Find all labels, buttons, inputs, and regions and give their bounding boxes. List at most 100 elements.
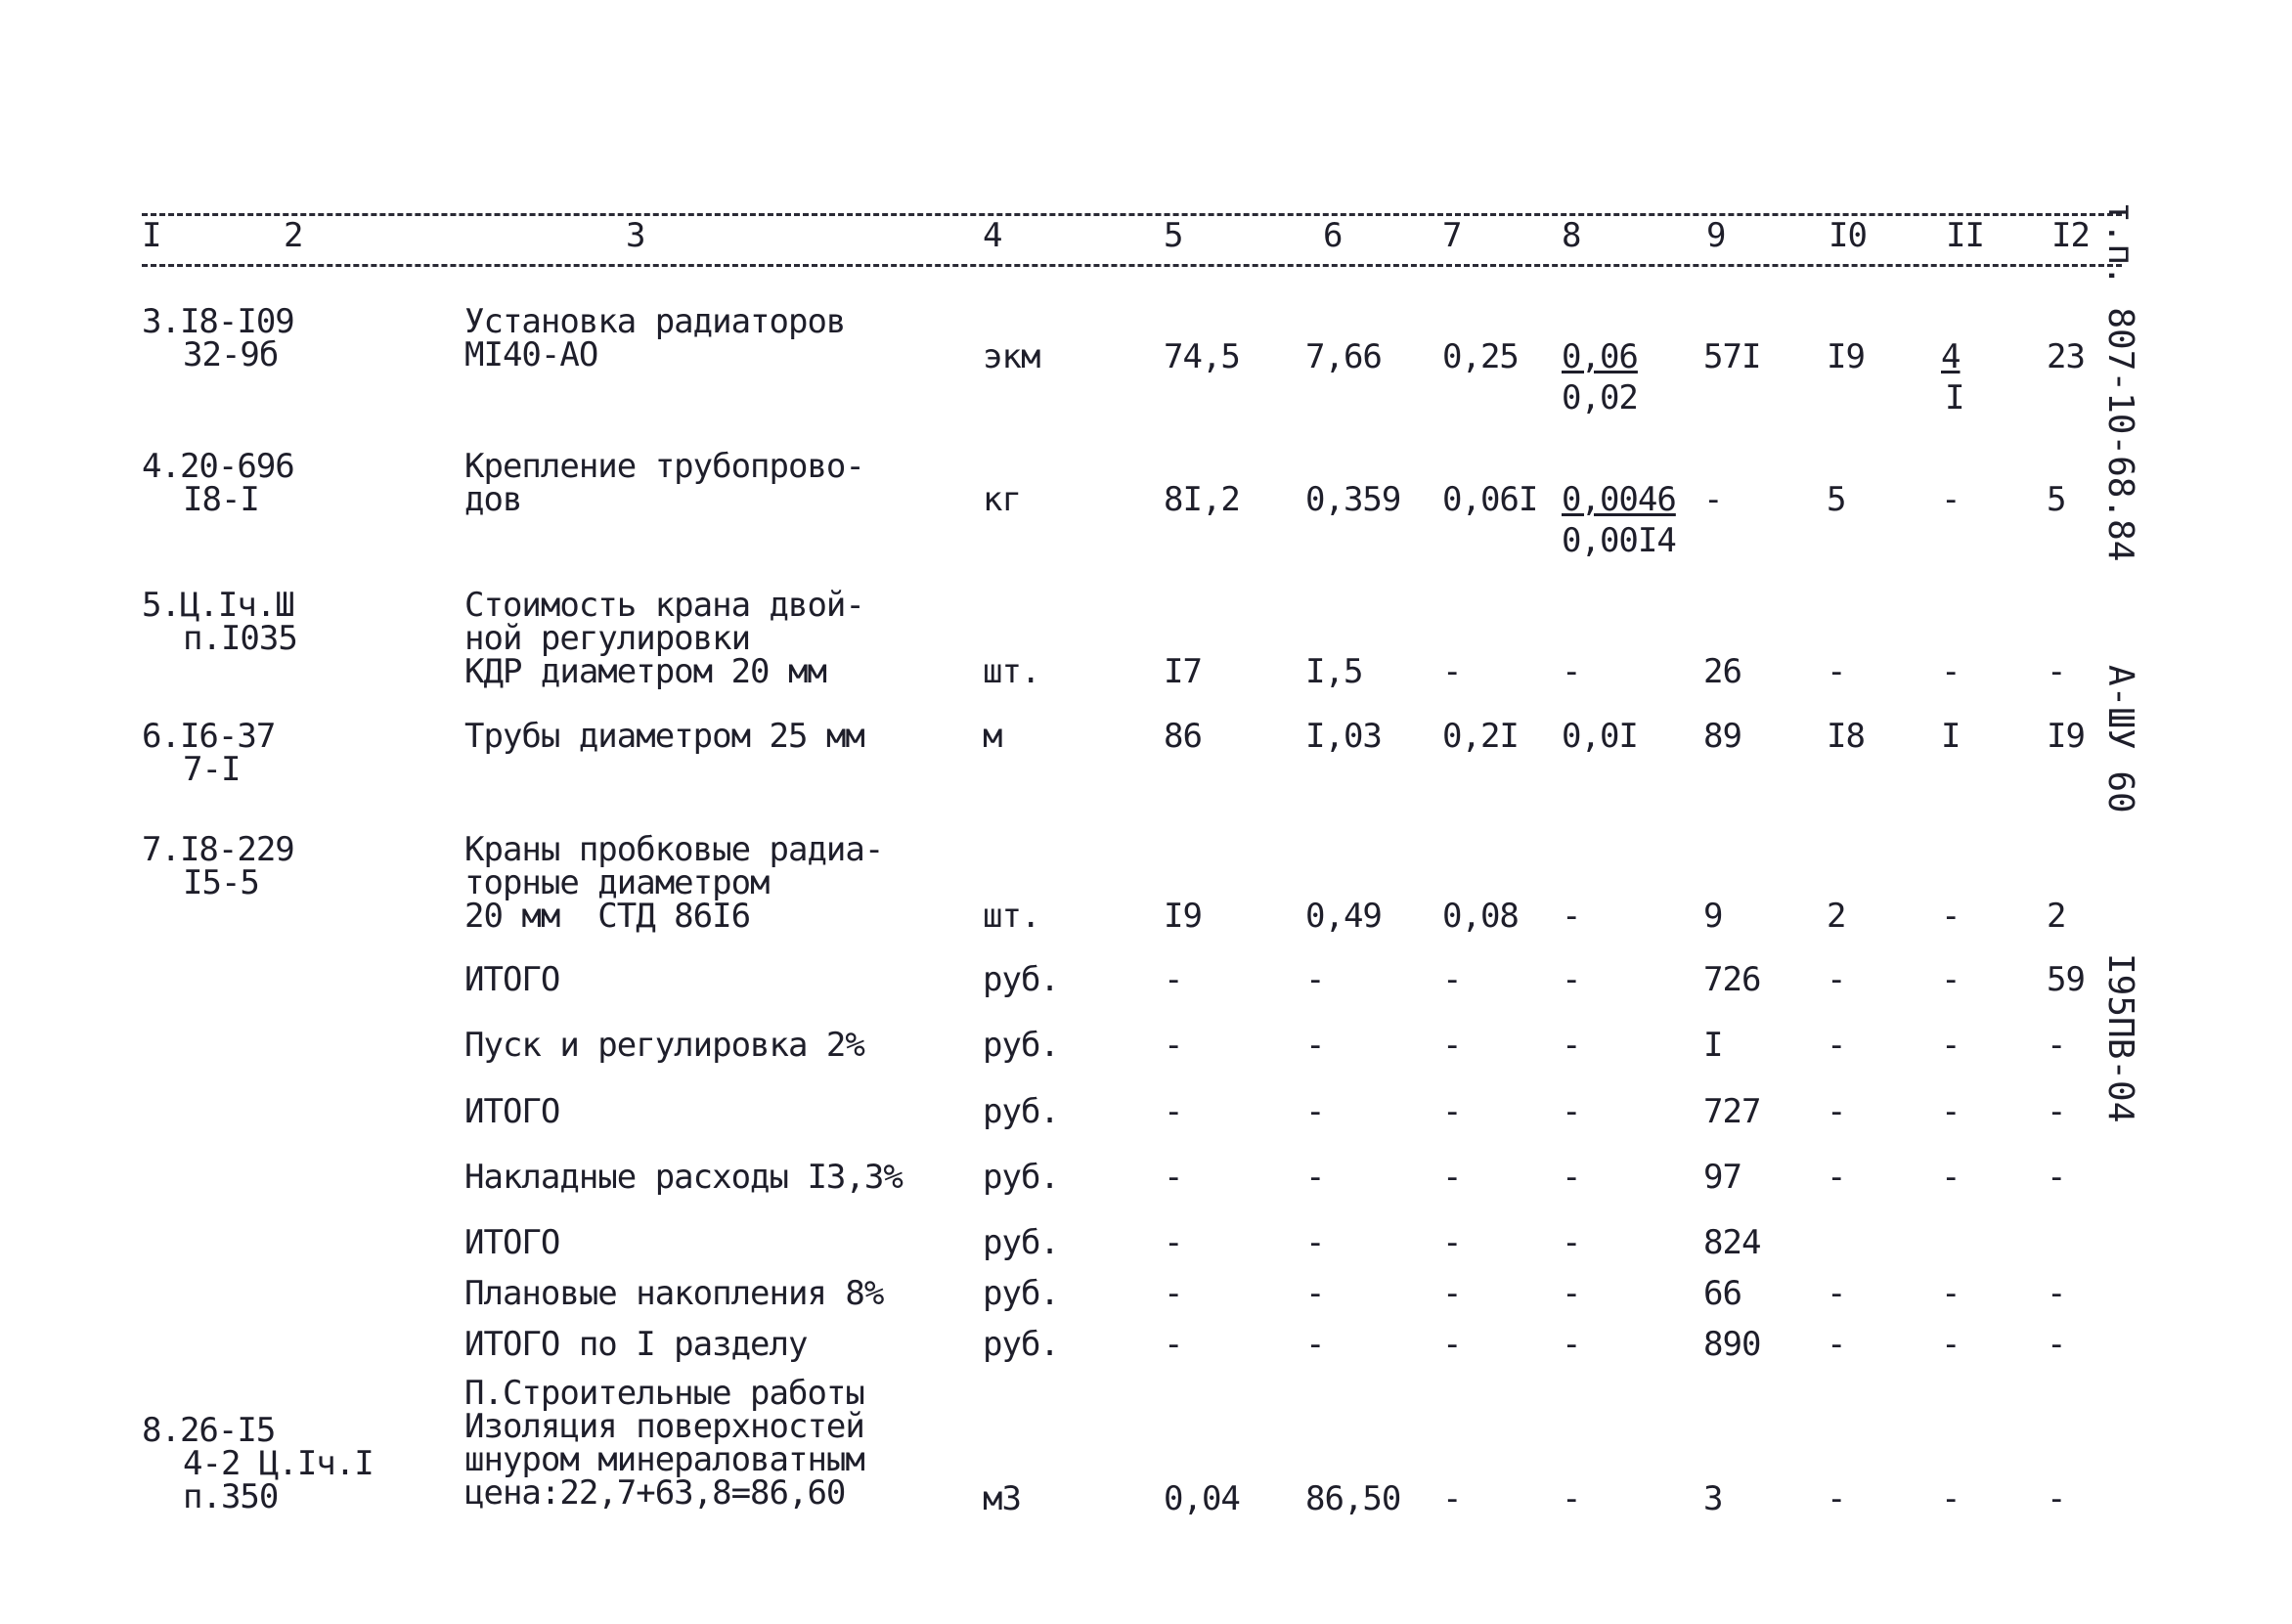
row-value-c10: - bbox=[1827, 1092, 1847, 1131]
row-value-c9: 727 bbox=[1703, 1092, 1761, 1131]
row-value-c8: - bbox=[1562, 897, 1582, 936]
row-value-c5: I7 bbox=[1164, 652, 1203, 691]
row-value-c11: - bbox=[1941, 1325, 1961, 1364]
row-value-c11: - bbox=[1941, 1479, 1961, 1518]
row-unit: руб. bbox=[983, 1026, 1060, 1065]
row-value-c6: - bbox=[1305, 1026, 1326, 1065]
row-unit: шт. bbox=[983, 897, 1040, 936]
row-name-line: МI40-АО bbox=[464, 335, 598, 374]
row-value-c8: - bbox=[1562, 652, 1582, 691]
row-value-c8: - bbox=[1562, 1479, 1582, 1518]
row-value-c7: - bbox=[1442, 1479, 1463, 1518]
row-name-line: Установка радиаторов bbox=[464, 302, 846, 341]
row-value-c12: 5 bbox=[2047, 480, 2067, 519]
column-number-9: 9 bbox=[1706, 216, 1727, 255]
row-value-c9: 3 bbox=[1703, 1479, 1724, 1518]
side-label-series: А-ШУ 60 bbox=[2100, 665, 2140, 813]
row-value-c5: 74,5 bbox=[1164, 337, 1241, 376]
row-unit: шт. bbox=[983, 652, 1040, 691]
row-value-c12: 2 bbox=[2047, 897, 2067, 936]
row-value-c8: - bbox=[1562, 1158, 1582, 1197]
row-value-c5: - bbox=[1164, 1158, 1184, 1197]
row-value-c5: - bbox=[1164, 1092, 1184, 1131]
row-code-line: I5-5 bbox=[183, 863, 260, 902]
row-value-c11: - bbox=[1941, 480, 1961, 519]
row-value-c7: 0,2I bbox=[1442, 717, 1520, 756]
row-value-c9: 97 bbox=[1703, 1158, 1742, 1197]
row-value-c11: - bbox=[1941, 960, 1961, 999]
row-value-c10: - bbox=[1827, 1274, 1847, 1313]
row-name-line: Накладные расходы I3,3% bbox=[464, 1158, 904, 1197]
row-value-c8: 0,0046 bbox=[1562, 480, 1677, 519]
row-name-line: КДР диаметром 20 мм bbox=[464, 652, 827, 691]
row-value-c12: - bbox=[2047, 1325, 2067, 1364]
row-value-c12: - bbox=[2047, 1092, 2067, 1131]
row-value-c11: - bbox=[1941, 897, 1961, 936]
row-value-c11: 4 bbox=[1941, 337, 1961, 376]
row-code-line: 4-2 Ц.Iч.I bbox=[183, 1444, 375, 1483]
row-code-line: 6.I6-37 bbox=[142, 717, 276, 756]
row-code-line: п.350 bbox=[183, 1477, 279, 1516]
row-value-c7: - bbox=[1442, 960, 1463, 999]
row-value-c9: 824 bbox=[1703, 1223, 1761, 1262]
row-value-c9: 890 bbox=[1703, 1325, 1761, 1364]
row-value-c7: - bbox=[1442, 1158, 1463, 1197]
row-value-c5: I9 bbox=[1164, 897, 1203, 936]
row-code-line: 32-9б bbox=[183, 335, 279, 374]
row-name-line: П.Строительные работы bbox=[464, 1374, 865, 1413]
column-number-12: I2 bbox=[2051, 216, 2091, 255]
header-bottom-rule bbox=[142, 264, 2122, 267]
side-label-project: т.п. 807-10-68.84 bbox=[2100, 201, 2140, 562]
row-value-c7: 0,06I bbox=[1442, 480, 1538, 519]
row-code-line: 7-I bbox=[183, 750, 241, 789]
header-top-rule bbox=[142, 213, 2122, 216]
row-value-c10: - bbox=[1827, 1158, 1847, 1197]
row-value-c8: - bbox=[1562, 1325, 1582, 1364]
row-name-line: Трубы диаметром 25 мм bbox=[464, 717, 865, 756]
row-value-c9: 9 bbox=[1703, 897, 1724, 936]
row-name-line: Пуск и регулировка 2% bbox=[464, 1026, 865, 1065]
row-code-line: 4.20-696 bbox=[142, 447, 295, 486]
row-code-line: п.I035 bbox=[183, 619, 298, 658]
row-name-line: Краны пробковые радиа- bbox=[464, 830, 884, 869]
row-unit: экм bbox=[983, 337, 1040, 376]
row-name-line: ИТОГО bbox=[464, 1092, 560, 1131]
row-value-c12: I9 bbox=[2047, 717, 2086, 756]
row-value-c5: 86 bbox=[1164, 717, 1203, 756]
column-number-3: 3 bbox=[626, 216, 646, 255]
row-value-c8: - bbox=[1562, 1223, 1582, 1262]
row-value-c12: - bbox=[2047, 1479, 2067, 1518]
row-value-c5: - bbox=[1164, 1274, 1184, 1313]
column-number-7: 7 bbox=[1442, 216, 1463, 255]
row-value-c12: - bbox=[2047, 1026, 2067, 1065]
row-value-c9: 726 bbox=[1703, 960, 1761, 999]
row-value-c7: - bbox=[1442, 1274, 1463, 1313]
row-value-c12: 23 bbox=[2047, 337, 2086, 376]
row-unit: кг bbox=[983, 480, 1022, 519]
row-name-line: торные диаметром bbox=[464, 863, 771, 902]
row-unit: руб. bbox=[983, 1158, 1060, 1197]
column-number-2: 2 bbox=[284, 216, 304, 255]
row-name-line: шнуром минераловатным bbox=[464, 1440, 865, 1479]
column-number-1: I bbox=[142, 216, 162, 255]
row-unit: руб. bbox=[983, 1092, 1060, 1131]
row-value-c9: 89 bbox=[1703, 717, 1742, 756]
row-value-c6: - bbox=[1305, 1092, 1326, 1131]
row-value-c9: - bbox=[1703, 480, 1724, 519]
row-value-c6: - bbox=[1305, 1223, 1326, 1262]
row-value-c10: 2 bbox=[1827, 897, 1847, 936]
row-value-c12: 59 bbox=[2047, 960, 2086, 999]
row-value-c8: 0,06 bbox=[1562, 337, 1639, 376]
row-value-c11: - bbox=[1941, 1092, 1961, 1131]
row-code-line: 8.26-I5 bbox=[142, 1411, 276, 1450]
row-value-c6: - bbox=[1305, 960, 1326, 999]
row-value-c10: I9 bbox=[1827, 337, 1866, 376]
row-value-c11: - bbox=[1941, 1274, 1961, 1313]
row-value-c8: - bbox=[1562, 1092, 1582, 1131]
row-value-c10: 5 bbox=[1827, 480, 1847, 519]
row-name-line: дов bbox=[464, 480, 522, 519]
row-value-c5: - bbox=[1164, 1325, 1184, 1364]
row-value-c7: - bbox=[1442, 1026, 1463, 1065]
column-number-4: 4 bbox=[983, 216, 1003, 255]
row-value-c6: 0,359 bbox=[1305, 480, 1401, 519]
